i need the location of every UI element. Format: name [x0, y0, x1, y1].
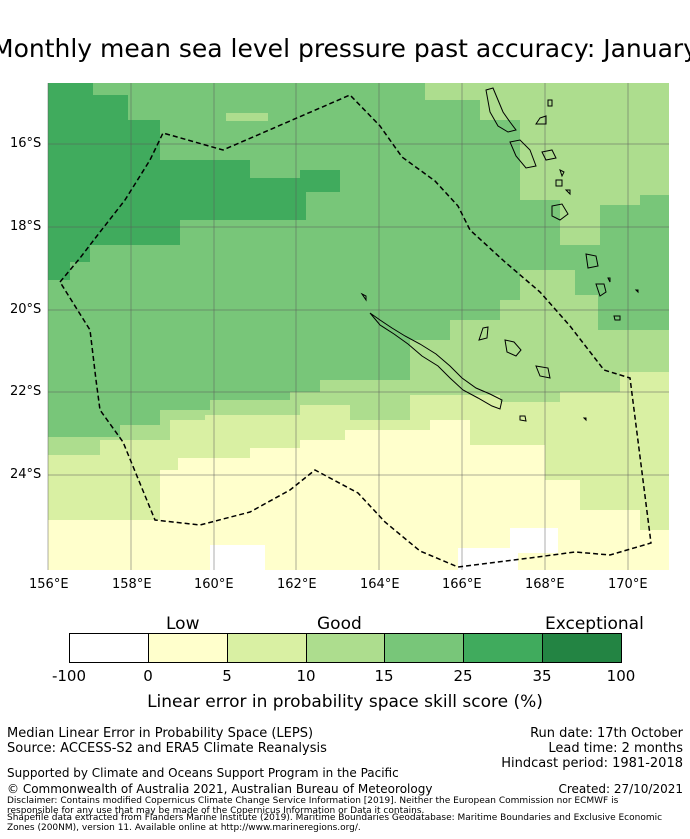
- isle-of-pines: [519, 415, 527, 422]
- vanuatu-erromango: [585, 253, 599, 269]
- colorbar-tick: 100: [606, 667, 636, 685]
- lat-label: 18°S: [10, 219, 42, 234]
- loyalty-island-lifou: [504, 339, 522, 357]
- lon-label: 170°E: [608, 577, 648, 592]
- new-caledonia-island: [369, 312, 503, 410]
- lon-label: 156°E: [29, 577, 69, 592]
- colorbar-tick: 0: [143, 667, 153, 685]
- vanuatu-tanna: [595, 283, 607, 297]
- vanuatu-epi: [555, 179, 563, 187]
- lon-label: 164°E: [360, 577, 400, 592]
- vanuatu-aneityum: [613, 315, 621, 321]
- footer-support: Supported by Climate and Oceans Support …: [7, 766, 399, 780]
- category-good: Good: [317, 614, 362, 634]
- footer-description: Median Linear Error in Probability Space…: [7, 726, 314, 741]
- vanuatu-malakula: [509, 139, 537, 169]
- page-title: Monthly mean sea level pressure past acc…: [0, 34, 690, 63]
- footer-created: Created: 27/10/2021: [558, 782, 683, 796]
- lon-label: 162°E: [277, 577, 317, 592]
- graticule: [47, 83, 669, 570]
- footer-disclaimer-line1: Disclaimer: Contains modified Copernicus…: [7, 796, 619, 806]
- loyalty-island-mare: [535, 365, 551, 379]
- colorbar-bin: [542, 633, 622, 663]
- colorbar-tick: 15: [374, 667, 394, 685]
- lon-label: 168°E: [525, 577, 565, 592]
- footer-lead-time: Lead time: 2 months: [548, 741, 683, 756]
- colorbar-bin: [227, 633, 307, 663]
- lat-label: 16°S: [10, 136, 42, 151]
- colorbar-tick: 5: [222, 667, 232, 685]
- map-panel: [47, 83, 669, 570]
- footer-copyright: © Commonwealth of Australia 2021, Austra…: [7, 782, 433, 796]
- category-exceptional: Exceptional: [545, 614, 644, 634]
- skill-field: [48, 83, 669, 570]
- lat-label: 24°S: [10, 467, 42, 482]
- loyalty-island-ouvea: [478, 326, 489, 341]
- colorbar-bin: [69, 633, 149, 663]
- skill-region-10-15: [226, 113, 268, 121]
- category-low: Low: [166, 614, 200, 634]
- vanuatu-efate: [551, 203, 569, 221]
- footer-shapefile-line1: Shapefile data extracted from Flanders M…: [7, 813, 663, 823]
- colorbar-tick: 35: [532, 667, 552, 685]
- skill-region-25-35: [48, 83, 340, 280]
- skill-region-negative: [458, 548, 518, 570]
- vanuatu-pentecost: [535, 115, 547, 125]
- footer-run-date: Run date: 17th October: [530, 726, 683, 741]
- skill-region-negative: [210, 545, 265, 570]
- colorbar-title: Linear error in probability space skill …: [147, 692, 543, 712]
- colorbar-bin: [463, 633, 543, 663]
- footer-shapefile-line2: Zones (200NM), version 11. Available onl…: [7, 823, 361, 833]
- lat-label: 22°S: [10, 384, 42, 399]
- lon-label: 158°E: [112, 577, 152, 592]
- lat-label: 20°S: [10, 302, 42, 317]
- colorbar-tick: 10: [296, 667, 316, 685]
- vanuatu-espiritu-santo: [485, 87, 517, 133]
- footer-hindcast: Hindcast period: 1981-2018: [501, 756, 683, 771]
- footer-disclaimer-line2: responsible for any use that may be made…: [7, 806, 425, 816]
- colorbar-bin: [148, 633, 228, 663]
- lon-label: 166°E: [442, 577, 482, 592]
- vanuatu-ambrym: [541, 149, 557, 161]
- colorbar-tick: 25: [453, 667, 473, 685]
- coastline: [360, 87, 639, 422]
- vanuatu-small-islands: [360, 99, 639, 422]
- colorbar-tick: -100: [51, 667, 87, 685]
- lon-label: 160°E: [194, 577, 234, 592]
- colorbar-bin: [384, 633, 464, 663]
- footer-source: Source: ACCESS-S2 and ERA5 Climate Reana…: [7, 741, 327, 756]
- maritime-boundary: [59, 94, 652, 568]
- colorbar-bin: [306, 633, 385, 663]
